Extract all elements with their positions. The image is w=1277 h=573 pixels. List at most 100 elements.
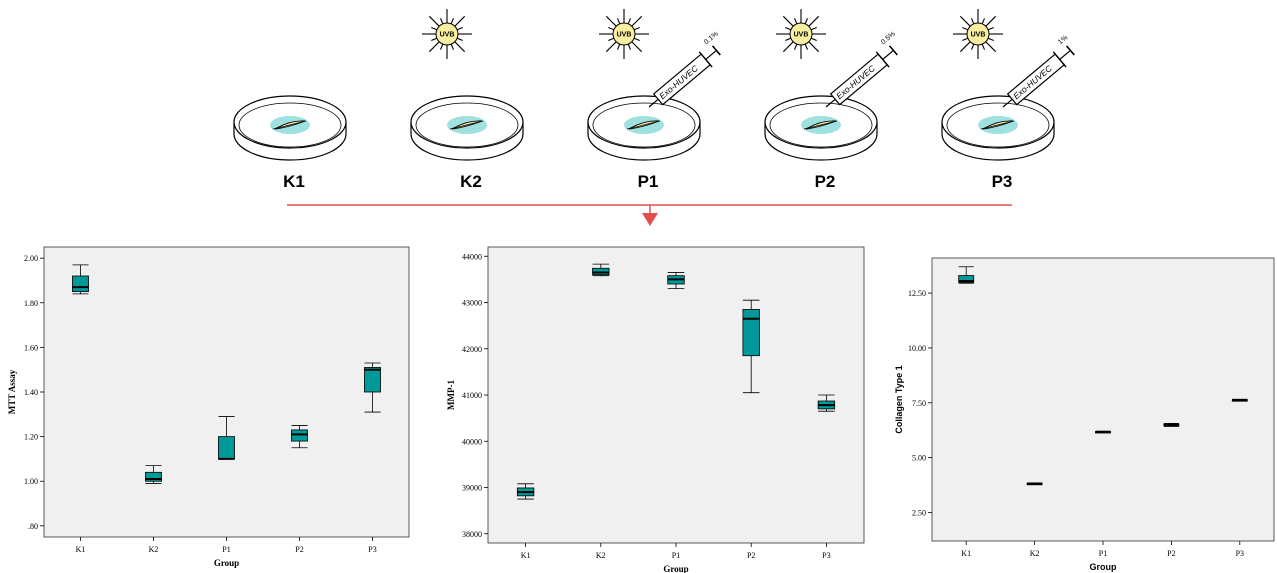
sun-ray (959, 40, 972, 53)
sample-line (449, 120, 484, 130)
mtt-assay-chart: .80 1.00 1.20 1.40 1.60 1.80 2.00 K1 K2 P1 P2 P3 Gro… (7, 246, 410, 568)
x-tick-label: P1 (672, 551, 680, 560)
syringe-plunger-head (1065, 45, 1075, 56)
sample-line (980, 120, 1015, 130)
y-tick-label: 42000 (462, 345, 482, 354)
x-tick-label: P1 (1099, 549, 1107, 558)
x-tick-label: P3 (822, 551, 830, 560)
sun-ray (630, 15, 643, 28)
petri-dish-p3 (941, 95, 1055, 161)
iqr-box (742, 309, 760, 357)
box-p2 (742, 299, 760, 394)
box-k2 (1026, 482, 1043, 486)
sun-ray (453, 40, 466, 53)
sun-ray (984, 15, 997, 28)
box-p1 (1095, 430, 1111, 434)
syringe-label: Exo-HUVEC (1011, 63, 1054, 102)
y-tick-label: 12.50 (908, 289, 926, 298)
x-tick-label: K2 (149, 545, 159, 554)
uvb-label: UVB (794, 32, 809, 39)
group-label-p2: P2 (814, 172, 836, 191)
uvb-label: UVB (617, 32, 632, 39)
dose-label: 1% (1057, 34, 1069, 46)
x-tick-label: K2 (1030, 549, 1040, 558)
x-tick-label: P3 (1236, 549, 1244, 558)
y-axis-title: MMP-1 (446, 380, 456, 410)
y-tick-label: 1.20 (24, 433, 38, 442)
mmp1-chart: 38000 39000 40000 41000 42000 43000 44000 K1 K2 P… (446, 246, 865, 573)
x-tick-label: K1 (76, 545, 86, 554)
petri-dish-k1 (233, 95, 347, 161)
y-tick-label: 43000 (462, 299, 482, 308)
iqr-box (72, 275, 89, 293)
y-axis-title: Collagen Type 1 (894, 365, 904, 433)
x-tick-label: K1 (961, 549, 971, 558)
group-label-p1: P1 (637, 172, 659, 191)
group-label-k2: K2 (460, 172, 482, 191)
syringe-plunger-head (888, 45, 898, 56)
plot-panel (931, 257, 1275, 542)
sun-ray (782, 40, 795, 53)
petri-dish-p2 (764, 95, 878, 161)
syringe-plunger (705, 49, 717, 60)
syringe-flange (1052, 51, 1067, 68)
iqr-box (958, 275, 975, 283)
iqr-box (364, 367, 381, 393)
x-tick-label: P2 (295, 545, 303, 554)
sun-disc (435, 22, 459, 46)
x-tick-label: K1 (521, 551, 531, 560)
plot-panel (43, 246, 410, 538)
y-tick-label: 5.00 (912, 454, 926, 463)
uvb-label: UVB (971, 32, 986, 39)
box-k2 (145, 465, 162, 484)
y-tick-label: 7.50 (912, 399, 926, 408)
x-tick-label: P3 (368, 545, 376, 554)
y-tick-label: .80 (28, 522, 38, 531)
sun-ray (984, 40, 997, 53)
iqr-box (291, 429, 308, 442)
syringe-needle (648, 98, 659, 108)
syringe-plunger-head (711, 45, 721, 56)
y-tick-label: 44000 (462, 252, 482, 261)
sun-ray (428, 15, 441, 28)
sun-ray (605, 40, 618, 53)
sun-ray (605, 15, 618, 28)
x-tick-label: P1 (222, 545, 230, 554)
box-p1 (667, 272, 685, 290)
box-k2 (592, 263, 610, 277)
petri-dish-p1 (587, 95, 701, 161)
box-p1 (218, 416, 235, 460)
syringe-plunger (882, 49, 894, 60)
x-tick-label: P2 (1167, 549, 1175, 558)
box-p3 (364, 362, 381, 413)
uvb-sun-icon: UVB (599, 9, 649, 59)
box-k1 (958, 266, 975, 284)
y-tick-label: 40000 (462, 437, 482, 446)
box-p3 (817, 394, 836, 412)
sample-line (626, 120, 661, 130)
sun-ray (959, 15, 972, 28)
y-tick-label: 1.40 (24, 388, 38, 397)
sun-ray (807, 40, 820, 53)
sun-ray (453, 15, 466, 28)
x-tick-label: K2 (596, 551, 606, 560)
x-tick-label: P2 (747, 551, 755, 560)
sun-disc (966, 22, 990, 46)
syringe-needle (825, 98, 836, 108)
experiment-schematic: UVB UVB Exo-HUVEC 0.1% UVB Exo-HUVEC 0.5% UVB Ex… (233, 9, 1075, 161)
sample-line (803, 120, 838, 130)
y-tick-label: 10.00 (908, 344, 926, 353)
y-tick-label: 2.50 (912, 508, 926, 517)
x-axis-title: Group (663, 564, 688, 573)
plot-panel (487, 246, 865, 544)
flow-arrow-head (642, 213, 658, 226)
uvb-sun-icon: UVB (953, 9, 1003, 59)
dose-label: 0.1% (703, 30, 720, 46)
y-tick-label: 2.00 (24, 254, 38, 263)
sun-ray (807, 15, 820, 28)
box-p3 (1231, 398, 1248, 402)
flow-arrow (287, 204, 1012, 226)
y-tick-label: 41000 (462, 391, 482, 400)
sun-ray (428, 40, 441, 53)
dose-label: 0.5% (880, 30, 897, 46)
